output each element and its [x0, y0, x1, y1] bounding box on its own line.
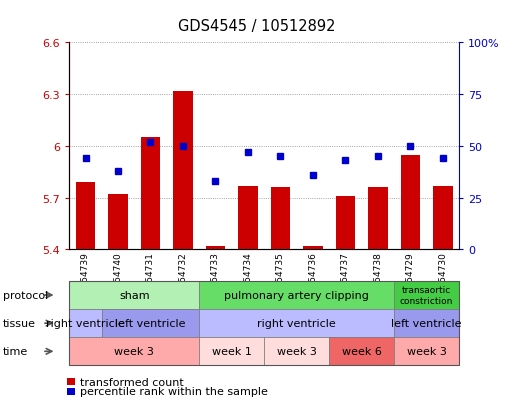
Text: sham: sham	[119, 290, 150, 300]
Text: week 3: week 3	[114, 347, 154, 356]
Text: left ventricle: left ventricle	[115, 318, 186, 328]
Bar	[303, 247, 323, 250]
Bar	[433, 186, 452, 250]
Bar	[238, 186, 258, 250]
Text: GDS4545 / 10512892: GDS4545 / 10512892	[177, 19, 336, 33]
Text: protocol: protocol	[3, 290, 48, 300]
Text: pulmonary artery clipping: pulmonary artery clipping	[224, 290, 369, 300]
Text: right ventricle: right ventricle	[46, 318, 125, 328]
Text: time: time	[3, 347, 28, 356]
Bar	[206, 247, 225, 250]
Text: week 6: week 6	[342, 347, 382, 356]
Text: tissue: tissue	[3, 318, 35, 328]
Text: right ventricle: right ventricle	[258, 318, 336, 328]
Text: left ventricle: left ventricle	[391, 318, 462, 328]
Bar	[336, 197, 355, 250]
Text: week 1: week 1	[212, 347, 252, 356]
Bar	[141, 138, 160, 250]
Text: transformed count: transformed count	[80, 377, 184, 387]
Text: percentile rank within the sample: percentile rank within the sample	[80, 387, 268, 396]
Bar	[368, 188, 388, 250]
Bar	[401, 155, 420, 250]
Text: transaortic
constriction: transaortic constriction	[400, 286, 453, 305]
Bar	[173, 92, 193, 250]
Text: week 3: week 3	[277, 347, 317, 356]
Text: week 3: week 3	[407, 347, 447, 356]
Bar	[76, 183, 95, 250]
Bar	[108, 195, 128, 250]
Bar	[271, 188, 290, 250]
